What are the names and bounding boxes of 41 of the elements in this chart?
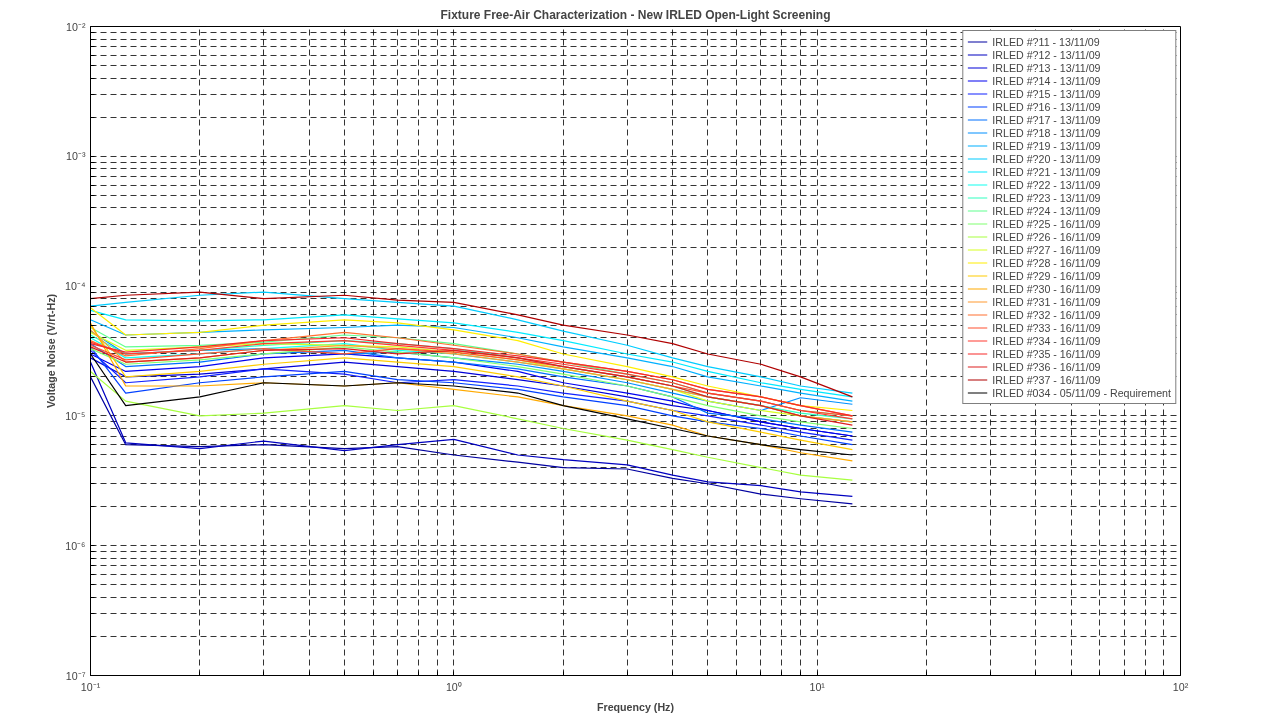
y-tick-label: 10⁻⁷	[65, 669, 86, 682]
legend-label: IRLED #?17 - 13/11/09	[992, 113, 1101, 126]
chart-title: Fixture Free-Air Characterization - New IRLED Open-Light Screening	[440, 7, 831, 22]
legend-label: IRLED #?37 - 16/11/09	[992, 373, 1101, 386]
legend-label: IRLED #?24 - 13/11/09	[992, 204, 1101, 217]
legend-label: IRLED #?11 - 13/11/09	[992, 35, 1100, 48]
legend-label: IRLED #?12 - 13/11/09	[992, 48, 1101, 61]
y-tick-label: 10⁻⁵	[65, 409, 86, 422]
legend-label: IRLED #034 - 05/11/09 - Requirement	[992, 386, 1171, 399]
legend-label: IRLED #?28 - 16/11/09	[992, 256, 1101, 269]
legend-label: IRLED #?26 - 16/11/09	[992, 230, 1101, 243]
legend-label: IRLED #?20 - 13/11/09	[992, 152, 1101, 165]
legend-label: IRLED #?34 - 16/11/09	[992, 334, 1101, 347]
legend-label: IRLED #?30 - 16/11/09	[992, 282, 1101, 295]
legend-label: IRLED #?33 - 16/11/09	[992, 321, 1101, 334]
x-tick-label: 10²	[1172, 680, 1189, 693]
legend-label: IRLED #?23 - 13/11/09	[992, 191, 1101, 204]
legend-label: IRLED #?16 - 13/11/09	[992, 100, 1101, 113]
y-axis-title: Voltage Noise (V/rt-Hz)	[45, 293, 58, 409]
x-tick-label: 10⁻¹	[80, 680, 101, 693]
legend-label: IRLED #?21 - 13/11/09	[992, 165, 1101, 178]
y-tick-label: 10⁻⁶	[65, 539, 86, 552]
legend-label: IRLED #?32 - 16/11/09	[992, 308, 1101, 321]
legend-label: IRLED #?14 - 13/11/09	[992, 74, 1101, 87]
legend-label: IRLED #?29 - 16/11/09	[992, 269, 1101, 282]
x-axis-title: Frequency (Hz)	[597, 700, 675, 713]
x-tick-label: 10⁰	[445, 680, 462, 693]
legend-label: IRLED #?25 - 16/11/09	[992, 217, 1101, 230]
legend-label: IRLED #?13 - 13/11/09	[992, 61, 1101, 74]
legend-label: IRLED #?31 - 16/11/09	[992, 295, 1101, 308]
y-tick-label: 10⁻⁴	[65, 280, 86, 293]
legend-label: IRLED #?15 - 13/11/09	[992, 87, 1101, 100]
legend-label: IRLED #?27 - 16/11/09	[992, 243, 1101, 256]
legend-label: IRLED #?22 - 13/11/09	[992, 178, 1101, 191]
x-tick-label: 10¹	[809, 680, 826, 693]
legend-label: IRLED #?19 - 13/11/09	[992, 139, 1101, 152]
y-tick-label: 10⁻³	[66, 150, 86, 163]
legend-label: IRLED #?35 - 16/11/09	[992, 347, 1101, 360]
y-tick-label: 10⁻²	[66, 20, 86, 33]
legend-label: IRLED #?18 - 13/11/09	[992, 126, 1101, 139]
legend-label: IRLED #?36 - 16/11/09	[992, 360, 1101, 373]
